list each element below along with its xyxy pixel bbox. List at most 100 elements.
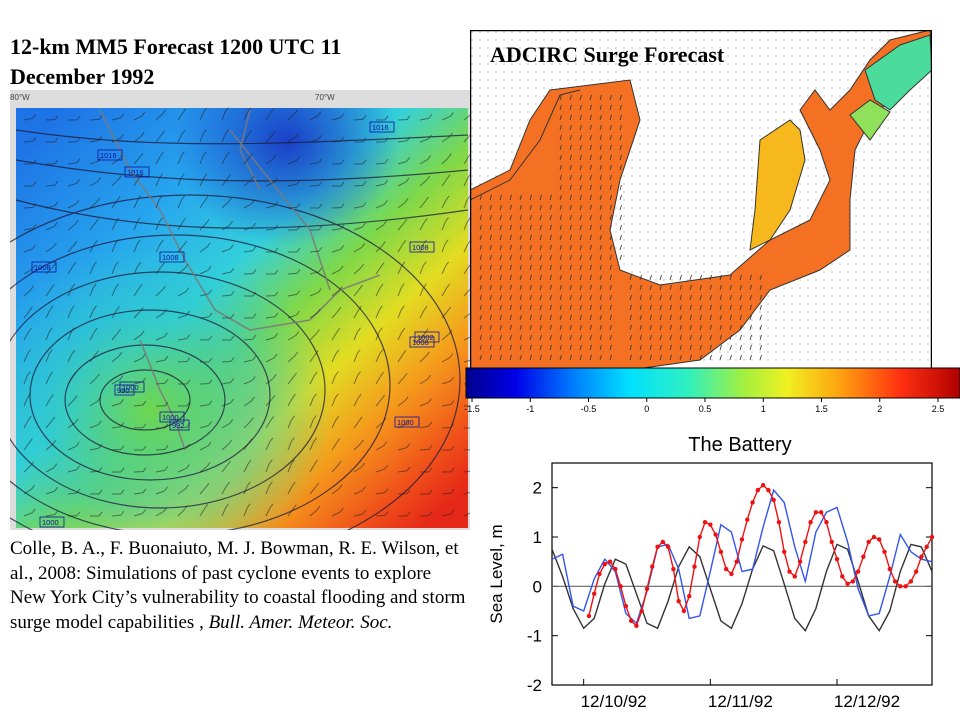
colorbar-tick-label: 1 bbox=[761, 404, 766, 414]
pressure-label: 1000 bbox=[122, 383, 139, 392]
data-point bbox=[818, 510, 824, 515]
battery-sea-level-chart: The Battery Sea Level, m -2 -1 0 1 2 12/10/92… bbox=[487, 434, 935, 711]
data-point bbox=[745, 517, 750, 522]
pressure-label: 1016 bbox=[127, 168, 144, 177]
data-point bbox=[919, 554, 924, 559]
data-point bbox=[650, 564, 655, 569]
data-point bbox=[665, 544, 671, 550]
data-point bbox=[739, 537, 745, 542]
pressure-label: 1002 bbox=[417, 333, 434, 342]
long-island-sound-surge-area bbox=[864, 34, 932, 111]
pressure-label: 1016 bbox=[100, 151, 117, 160]
pressure-label: 1008 bbox=[412, 338, 429, 347]
data-point bbox=[718, 549, 724, 554]
data-point bbox=[829, 539, 834, 545]
data-point bbox=[797, 559, 803, 564]
data-point bbox=[618, 584, 623, 589]
colorbar-tick-label: -0.5 bbox=[581, 404, 597, 414]
data-point bbox=[713, 532, 718, 537]
adcirc-surge-map bbox=[470, 30, 932, 370]
data-point bbox=[734, 559, 739, 564]
data-point bbox=[861, 554, 866, 559]
pressure-label: 1016 bbox=[372, 123, 389, 132]
colorbar-tick-label: -1.5 bbox=[464, 404, 480, 414]
data-point bbox=[840, 574, 845, 579]
surge-colorbar: -1.5 -1 -0.5 0 0.5 1 1.5 2 2.5 bbox=[464, 367, 960, 414]
east-river-surge-area bbox=[749, 119, 806, 251]
pressure-labels: 1016 1016 1008 1008 1008 1000 1000 1000 1008 1016… bbox=[31, 121, 440, 528]
data-point bbox=[871, 534, 877, 540]
data-point bbox=[692, 564, 697, 569]
data-point bbox=[824, 520, 829, 525]
colorbar-tick-label: 1.5 bbox=[815, 404, 828, 414]
data-point bbox=[676, 598, 681, 604]
colorbar-tick-label: 2.5 bbox=[932, 404, 945, 414]
mm5-title-line-2: December 1992 bbox=[10, 64, 155, 89]
colorbar-tick-label: 0.5 bbox=[699, 404, 712, 414]
data-point bbox=[929, 534, 935, 540]
y-tick-label: -1 bbox=[527, 627, 542, 646]
data-point bbox=[787, 569, 792, 574]
isobars bbox=[10, 129, 469, 530]
data-point bbox=[766, 487, 771, 493]
data-point bbox=[913, 569, 919, 574]
data-point bbox=[671, 566, 676, 572]
data-point bbox=[898, 584, 903, 589]
pressure-label: 1000 bbox=[42, 518, 59, 527]
colorbar-tick-label: -1 bbox=[526, 404, 534, 414]
data-point bbox=[845, 581, 850, 587]
data-point bbox=[729, 571, 734, 577]
wind-barbs bbox=[23, 107, 470, 517]
data-point bbox=[708, 522, 713, 527]
data-point bbox=[771, 497, 776, 503]
pressure-label: 992 bbox=[172, 421, 185, 430]
data-point bbox=[597, 571, 602, 577]
citation-journal: Bull. Amer. Meteor. Soc. bbox=[208, 611, 393, 633]
data-point bbox=[639, 608, 644, 614]
y-tick-label: 1 bbox=[533, 528, 542, 547]
coastlines bbox=[99, 109, 381, 451]
data-point bbox=[755, 487, 761, 493]
data-point bbox=[855, 569, 861, 574]
data-point bbox=[697, 534, 702, 540]
mm5-forecast-title: 12-km MM5 Forecast 1200 UTC 11 December … bbox=[10, 32, 460, 92]
data-point bbox=[908, 579, 914, 584]
data-point bbox=[634, 623, 639, 628]
data-point bbox=[776, 520, 782, 525]
data-point bbox=[834, 557, 840, 562]
data-point bbox=[887, 566, 892, 572]
colorbar-tick-label: 2 bbox=[877, 404, 882, 414]
data-point bbox=[892, 579, 898, 584]
y-tick-label: 0 bbox=[533, 577, 542, 596]
pressure-label: 1000 bbox=[162, 413, 179, 422]
data-point bbox=[808, 520, 813, 525]
mm5-title-line-1: 12-km MM5 Forecast 1200 UTC 11 bbox=[10, 34, 342, 59]
pressure-label: 990 bbox=[117, 386, 130, 395]
y-tick-label: 2 bbox=[533, 479, 542, 498]
data-point bbox=[613, 566, 618, 572]
data-point bbox=[850, 579, 856, 584]
chart-title: The Battery bbox=[688, 434, 791, 456]
pressure-label: 1008 bbox=[162, 253, 179, 262]
data-point bbox=[628, 618, 634, 624]
data-point bbox=[750, 500, 755, 505]
data-point bbox=[723, 566, 729, 572]
citation-text: Colle, B. A., F. Buonaiuto, M. J. Bowman… bbox=[10, 538, 466, 633]
data-point bbox=[903, 584, 908, 589]
data-point bbox=[623, 603, 629, 609]
data-point bbox=[803, 539, 808, 545]
colorbar-gradient bbox=[465, 367, 960, 399]
lon-label-70w: 70°W bbox=[315, 93, 335, 102]
x-tick-label: 12/11/92 bbox=[708, 692, 773, 711]
data-point bbox=[655, 544, 660, 550]
harbor-surge-area bbox=[470, 30, 932, 370]
data-point bbox=[687, 594, 692, 599]
colorbar-tick-label: 0 bbox=[644, 404, 649, 414]
data-point bbox=[813, 510, 819, 515]
data-point bbox=[924, 544, 929, 550]
data-point bbox=[877, 537, 882, 542]
citation: Colle, B. A., F. Buonaiuto, M. J. Bowman… bbox=[10, 537, 470, 635]
data-point bbox=[782, 549, 787, 554]
pressure-label: 1008 bbox=[34, 263, 51, 272]
data-point bbox=[760, 483, 766, 488]
